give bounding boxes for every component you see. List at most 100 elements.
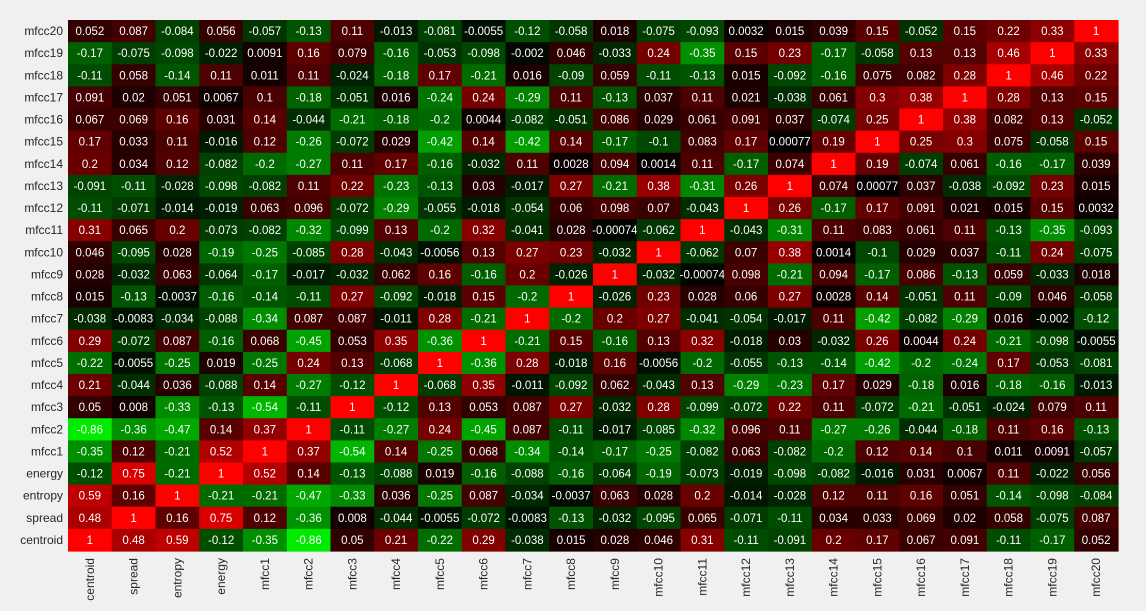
heatmap-cell <box>1030 351 1075 375</box>
heatmap-cell-label: -0.23 <box>383 181 409 193</box>
heatmap-cell-label: 0.12 <box>866 446 888 458</box>
heatmap-cell <box>505 307 550 331</box>
heatmap-cell-label: -0.25 <box>427 446 453 458</box>
heatmap-cell <box>111 396 157 419</box>
heatmap-cell-label: -0.35 <box>689 48 715 60</box>
heatmap-cell <box>374 241 419 264</box>
heatmap-cell <box>768 241 813 264</box>
y-tick-label: mfcc10 <box>24 245 63 259</box>
heatmap-cell-label: -0.033 <box>599 48 632 60</box>
heatmap-cell <box>636 152 682 176</box>
heatmap-cell <box>418 462 463 486</box>
heatmap-cell-label: -0.1 <box>867 247 887 259</box>
heatmap-cell-label: 0.24 <box>954 336 977 348</box>
heatmap-cell <box>374 64 419 87</box>
heatmap-cell <box>418 64 463 87</box>
heatmap-cell <box>111 174 157 198</box>
heatmap-cell-label: -0.0055 <box>420 513 459 525</box>
y-tick-label: entropy <box>23 489 63 503</box>
heatmap-cell-label: 0.35 <box>385 336 407 348</box>
heatmap-cell-label: 0.087 <box>1082 513 1111 525</box>
heatmap-cell <box>199 506 244 530</box>
heatmap-cell-label: -0.017 <box>292 269 325 281</box>
heatmap-cell-label: -0.12 <box>339 380 365 392</box>
heatmap-cell <box>461 241 507 264</box>
heatmap-cell <box>680 418 725 441</box>
heatmap-cell-label: -0.16 <box>427 159 453 171</box>
heatmap-cell <box>286 506 332 530</box>
heatmap-cell <box>505 329 550 353</box>
heatmap-cell-label: -0.42 <box>864 314 890 326</box>
heatmap-cell <box>199 484 244 508</box>
heatmap-cell <box>680 263 725 287</box>
heatmap-cell-label: -0.0055 <box>464 26 503 38</box>
heatmap-cell-label: -0.082 <box>905 314 938 326</box>
heatmap-cell <box>286 484 332 508</box>
heatmap-cell-label: 1 <box>1049 48 1055 60</box>
heatmap-cell-label: 0.11 <box>342 159 364 171</box>
heatmap-cell <box>111 528 157 552</box>
heatmap-cell-label: 0.02 <box>954 513 976 525</box>
heatmap-cell <box>330 506 375 530</box>
heatmap-cell <box>461 351 507 375</box>
heatmap-cell-label: 0.16 <box>122 491 144 503</box>
heatmap-cell-label: 0.07 <box>735 247 757 259</box>
heatmap-cell-label: 0.008 <box>338 513 367 525</box>
heatmap-cell <box>374 329 419 353</box>
heatmap-cell-label: -0.028 <box>774 491 807 503</box>
y-tick-label: mfcc7 <box>31 312 63 326</box>
heatmap-cell-label: -0.098 <box>467 48 500 60</box>
heatmap-cell <box>943 108 988 132</box>
heatmap-cell <box>461 42 507 65</box>
heatmap-cell <box>811 219 857 242</box>
heatmap-cell-label: -0.044 <box>117 380 150 392</box>
heatmap-cell <box>330 219 375 242</box>
heatmap-cell-label: 0.058 <box>994 513 1023 525</box>
heatmap-cell <box>943 152 988 176</box>
heatmap-cell <box>943 351 988 375</box>
heatmap-cell <box>330 418 375 441</box>
heatmap-cell-label: -0.2 <box>692 358 712 370</box>
heatmap-cell-label: -0.25 <box>252 247 278 259</box>
heatmap-cell-label: 0.52 <box>210 446 232 458</box>
heatmap-cell <box>155 440 200 464</box>
heatmap-cell-label: -0.35 <box>77 446 103 458</box>
heatmap-cell-label: -0.29 <box>952 314 978 326</box>
heatmap-cell-label: 0.31 <box>691 535 713 547</box>
heatmap-cell-label: -0.24 <box>427 92 454 104</box>
heatmap-cell <box>286 307 332 331</box>
heatmap-cell-label: -0.055 <box>730 358 763 370</box>
heatmap-cell <box>855 197 900 220</box>
heatmap-cell-label: 0.015 <box>732 70 761 82</box>
heatmap-cell <box>549 42 594 65</box>
heatmap-cell-label: -0.25 <box>646 446 672 458</box>
y-tick-label: mfcc3 <box>31 400 63 414</box>
heatmap-cell-label: -0.12 <box>514 26 540 38</box>
heatmap-cell-label: -0.33 <box>164 402 190 414</box>
heatmap-cell-label: 0.00077 <box>857 181 899 193</box>
heatmap-cell-label: 0.059 <box>994 269 1023 281</box>
heatmap-cell <box>461 396 507 419</box>
heatmap-cell-label: -0.058 <box>1080 292 1113 304</box>
heatmap-cell <box>1074 108 1119 132</box>
heatmap-cell <box>286 241 332 264</box>
heatmap-cell-label: 0.03 <box>472 181 494 193</box>
heatmap-cell <box>243 528 288 552</box>
heatmap-cell-label: -0.018 <box>730 336 763 348</box>
heatmap-cell-label: -0.25 <box>164 358 190 370</box>
heatmap-cell-label: -0.18 <box>908 380 934 392</box>
heatmap-cell <box>111 307 157 331</box>
heatmap-cell <box>986 64 1032 87</box>
heatmap-cell <box>199 462 244 486</box>
heatmap-cell <box>549 329 594 353</box>
heatmap-cell <box>768 219 813 242</box>
heatmap-cell <box>768 351 813 375</box>
y-tick-label: mfcc20 <box>24 24 63 38</box>
heatmap-cell-label: -0.0056 <box>420 247 459 259</box>
heatmap-cell-label: -0.18 <box>952 424 978 436</box>
heatmap-cell <box>899 440 944 464</box>
heatmap-cell <box>111 351 157 375</box>
heatmap-cell-label: 0.15 <box>1041 203 1063 215</box>
heatmap-cell <box>724 152 769 176</box>
heatmap-cell-label: 0.17 <box>385 159 407 171</box>
